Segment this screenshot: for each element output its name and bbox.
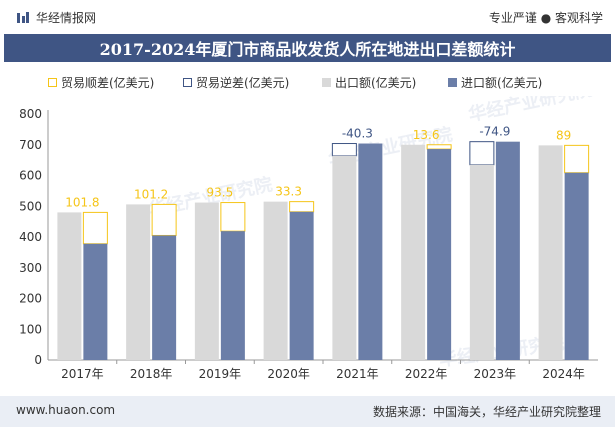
brand-name: 华经情报网 (36, 11, 97, 25)
y-tick-label: 400 (19, 230, 42, 244)
legend-swatch-import (448, 78, 457, 87)
legend-swatch-surplus (48, 78, 57, 87)
title-bar: 2017-2024年厦门市商品收发货人所在地进出口差额统计 (4, 34, 611, 62)
legend-label-export: 出口额(亿美元) (335, 76, 417, 90)
legend-label-import: 进口额(亿美元) (461, 76, 543, 90)
surplus-box (151, 203, 177, 236)
import-bar (220, 231, 245, 360)
surplus-box (82, 211, 108, 245)
surplus-data-label: 101.2 (134, 187, 168, 201)
legend-label-surplus: 贸易顺差(亿美元) (61, 76, 155, 90)
y-tick-label: 500 (19, 199, 42, 213)
y-tick-label: 700 (19, 138, 42, 152)
legend-item-deficit: 贸易逆差(亿美元) (183, 74, 289, 91)
import-bar (152, 235, 177, 360)
x-tick-label: 2018年 (130, 367, 173, 381)
deficit-data-label: -40.3 (342, 127, 373, 141)
y-tick-label: 800 (19, 107, 42, 121)
legend-label-deficit: 贸易逆差(亿美元) (196, 76, 290, 90)
chart-area: 华经产业研究院华经产业研究院华经产业研究院华经产业研究院010020030040… (19, 96, 598, 381)
legend: 贸易顺差(亿美元) 贸易逆差(亿美元) 出口额(亿美元) 进口额(亿美元) (0, 74, 615, 92)
deficit-box (469, 141, 495, 166)
legend-item-import: 进口额(亿美元) (448, 74, 542, 91)
top-bar: 华经情报网 专业严谨 ● 客观科学 (0, 0, 615, 34)
import-bar (83, 243, 108, 360)
import-bar (564, 172, 589, 360)
export-bar (57, 212, 82, 360)
watermark-text: 华经产业研究院 (466, 96, 594, 126)
import-bar (358, 143, 383, 360)
surplus-data-label: 89 (556, 128, 571, 142)
brand: 华经情报网 (16, 9, 96, 26)
import-bar (495, 141, 520, 360)
export-bar (469, 164, 494, 360)
y-tick-label: 0 (34, 353, 42, 367)
legend-item-surplus: 贸易顺差(亿美元) (48, 74, 154, 91)
export-bar (538, 145, 563, 360)
surplus-box (426, 144, 452, 150)
export-bar (401, 144, 426, 360)
surplus-box (220, 202, 246, 232)
footer: www.huaon.com 数据来源：中国海关，华经产业研究院整理 (0, 396, 615, 427)
footer-source: 数据来源：中国海关，华经产业研究院整理 (372, 405, 601, 419)
y-tick-label: 200 (19, 292, 42, 306)
x-tick-label: 2021年 (336, 367, 379, 381)
tagline: 专业严谨 ● 客观科学 (488, 11, 603, 25)
y-tick-label: 300 (19, 261, 42, 275)
chart-title: 2017-2024年厦门市商品收发货人所在地进出口差额统计 (99, 40, 516, 59)
x-tick-label: 2023年 (474, 367, 517, 381)
footer-website: www.huaon.com (16, 403, 116, 417)
deficit-data-label: -74.9 (479, 125, 510, 139)
x-tick-label: 2024年 (542, 367, 585, 381)
surplus-box (289, 201, 315, 213)
y-tick-label: 600 (19, 169, 42, 183)
brand-logo-icon (17, 11, 29, 23)
x-tick-label: 2017年 (61, 367, 104, 381)
surplus-data-label: 33.3 (275, 185, 302, 199)
surplus-box (564, 144, 590, 174)
deficit-box (331, 143, 357, 157)
export-bar (126, 204, 151, 360)
legend-swatch-export (322, 78, 331, 87)
y-tick-label: 100 (19, 322, 42, 336)
x-tick-label: 2019年 (199, 367, 242, 381)
export-bar (263, 201, 288, 360)
import-bar (289, 211, 314, 360)
x-tick-label: 2020年 (267, 367, 310, 381)
surplus-data-label: 93.5 (207, 186, 234, 200)
export-bar (332, 155, 357, 360)
surplus-data-label: 13.6 (413, 128, 440, 142)
x-tick-label: 2022年 (405, 367, 448, 381)
surplus-data-label: 101.8 (65, 195, 99, 209)
legend-swatch-deficit (183, 78, 192, 87)
export-bar (194, 202, 219, 360)
legend-item-export: 出口额(亿美元) (322, 74, 416, 91)
import-bar (427, 149, 452, 360)
